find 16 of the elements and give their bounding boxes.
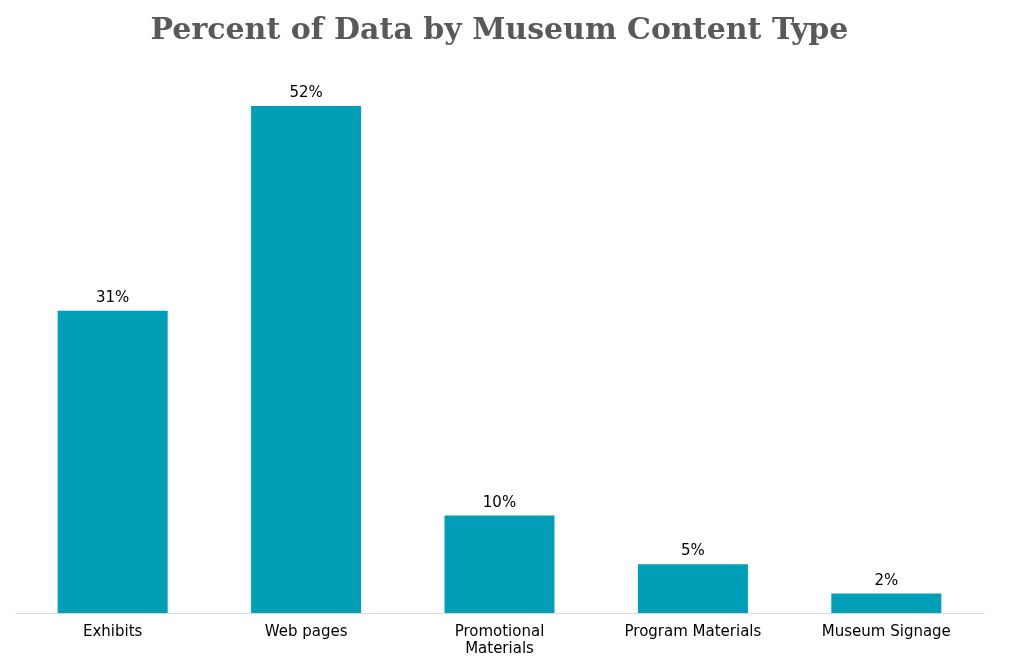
x-tick-label: Promotional Materials xyxy=(454,621,545,657)
data-label: 52% xyxy=(289,83,323,101)
bar xyxy=(57,310,168,613)
data-label: 31% xyxy=(96,287,130,306)
bar xyxy=(831,593,942,613)
bar xyxy=(444,515,555,613)
x-tick-label: Program Materials xyxy=(624,621,762,640)
bar xyxy=(251,106,362,613)
data-label: 10% xyxy=(482,492,517,511)
x-tick-label: Web pages xyxy=(264,621,348,640)
bar xyxy=(637,564,748,613)
data-label: 2% xyxy=(874,570,899,589)
x-tick-label: Museum Signage xyxy=(821,621,951,640)
x-tick-label: Exhibits xyxy=(82,621,143,640)
data-label: 5% xyxy=(681,541,705,560)
chart-title: Percent of Data by Museum Content Type xyxy=(150,11,849,46)
